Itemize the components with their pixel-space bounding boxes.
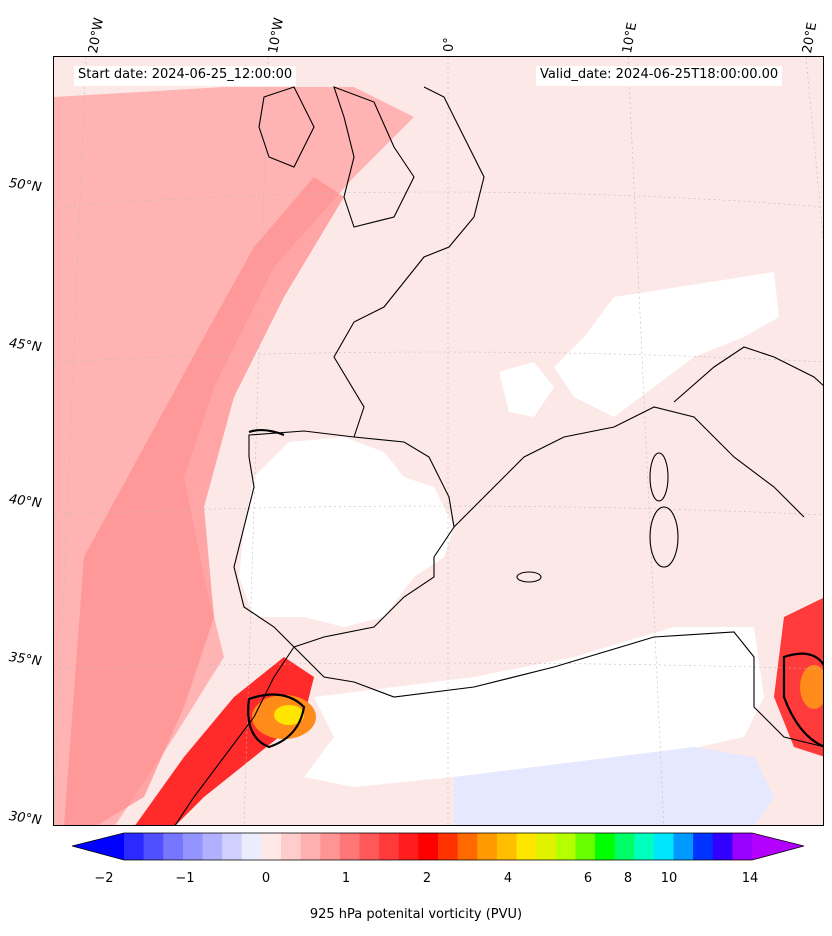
- coast-north-africa: [293, 631, 823, 748]
- cbar-tick-label-14: 14: [741, 871, 759, 886]
- atlantic-pv-band-inner: [64, 177, 344, 825]
- coast-iberia: [233, 430, 455, 648]
- lat-label-30n: 30°N: [7, 809, 43, 829]
- masked-north-africa: [304, 627, 764, 787]
- colorbar-cell: [732, 833, 753, 860]
- colorbar-cell: [320, 833, 341, 860]
- colorbar-cell: [575, 833, 596, 860]
- cbar-tick-label: 4: [503, 871, 513, 886]
- colorbar-cell: [163, 833, 184, 860]
- colorbar-cell: [300, 833, 321, 860]
- colorbar-cell: [182, 833, 204, 860]
- cbar-tick-label: −1: [175, 871, 195, 886]
- colorbar-max-extension: [752, 833, 804, 860]
- colorbar-cell: [222, 833, 243, 860]
- colorbar-cell: [614, 833, 635, 860]
- valid-date-label: Valid_date: 2024-06-25T18:00:00.00: [536, 66, 783, 86]
- colorbar-cell: [693, 833, 714, 860]
- colorbar-cell: [438, 833, 459, 860]
- colorbar-cell: [673, 833, 694, 860]
- lat-label-45n: 45°N: [7, 336, 43, 356]
- coast-sardinia: [649, 506, 679, 568]
- coast-balearic: [516, 571, 542, 583]
- colorbar-cell: [536, 833, 557, 860]
- start-date-label: Start date: 2024-06-25_12:00:00: [74, 66, 297, 86]
- coast-corsica: [649, 452, 669, 502]
- lon-label-20e: 20°E: [800, 21, 821, 55]
- graticule: [54, 57, 823, 825]
- libya-pv-core: [800, 665, 823, 709]
- colorbar-cell: [241, 833, 262, 860]
- colorbar-cell: [143, 833, 164, 860]
- map-panel: [53, 56, 824, 826]
- coast-mediterranean-france-italy: [453, 406, 805, 528]
- coast-atlantic-morocco: [174, 646, 295, 825]
- light-blue-sahara: [454, 747, 774, 825]
- coast-ireland: [258, 86, 315, 168]
- colorbar-cell: [261, 833, 282, 860]
- colorbar: [72, 832, 804, 861]
- lon-label-0: 0°: [442, 37, 457, 52]
- lon-label-20w: 20°W: [86, 16, 108, 55]
- colorbar-cell: [281, 833, 302, 860]
- cbar-tick-label: 6: [583, 871, 593, 886]
- cbar-tick-label-10: 10: [660, 871, 678, 886]
- masked-massif-central: [499, 362, 554, 417]
- colorbar-cell: [634, 833, 655, 860]
- coast-france: [333, 86, 485, 438]
- colorbar-cell: [418, 833, 439, 860]
- colorbar-cells: [124, 833, 753, 860]
- colorbar-cell: [124, 833, 145, 860]
- colorbar-cell: [653, 833, 675, 860]
- colorbar-title: 925 hPa potenital vorticity (PVU): [309, 907, 523, 922]
- cbar-tick-label: 0: [261, 871, 271, 886]
- coastlines: [174, 86, 823, 825]
- coast-italy-adriatic: [673, 346, 823, 403]
- lon-label-10e: 10°E: [620, 21, 641, 55]
- colorbar-cell: [555, 833, 576, 860]
- masked-iberia: [239, 437, 454, 627]
- colorbar-cell: [516, 833, 537, 860]
- colorbar-cell: [477, 833, 498, 860]
- colorbar-outline: [72, 832, 804, 861]
- colorbar-cell: [398, 833, 419, 860]
- colorbar-cell: [457, 833, 478, 860]
- pv-field-map: [54, 57, 823, 825]
- colorbar-cell: [496, 833, 518, 860]
- lat-label-40n: 40°N: [7, 492, 43, 512]
- libya-high-pv: [774, 597, 823, 757]
- lat-label-50n: 50°N: [7, 176, 43, 196]
- cbar-tick-label: 8: [623, 871, 633, 886]
- colorbar-cell: [339, 833, 361, 860]
- cbar-tick-label: 2: [422, 871, 432, 886]
- colorbar-cell: [379, 833, 400, 860]
- colorbar-cell: [595, 833, 616, 860]
- colorbar-cell: [202, 833, 223, 860]
- lon-label-10w: 10°W: [266, 16, 288, 55]
- masked-alps: [554, 272, 779, 417]
- colorbar-cell: [359, 833, 380, 860]
- cbar-tick-label: 1: [341, 871, 351, 886]
- coast-britain: [333, 86, 415, 228]
- cbar-tick-label: −2: [94, 871, 114, 886]
- colorbar-min-extension: [72, 833, 124, 860]
- colorbar-cell: [712, 833, 733, 860]
- morocco-pv-core-yellow: [274, 705, 304, 725]
- lat-label-35n: 35°N: [7, 650, 43, 670]
- pv-contours: [247, 428, 823, 749]
